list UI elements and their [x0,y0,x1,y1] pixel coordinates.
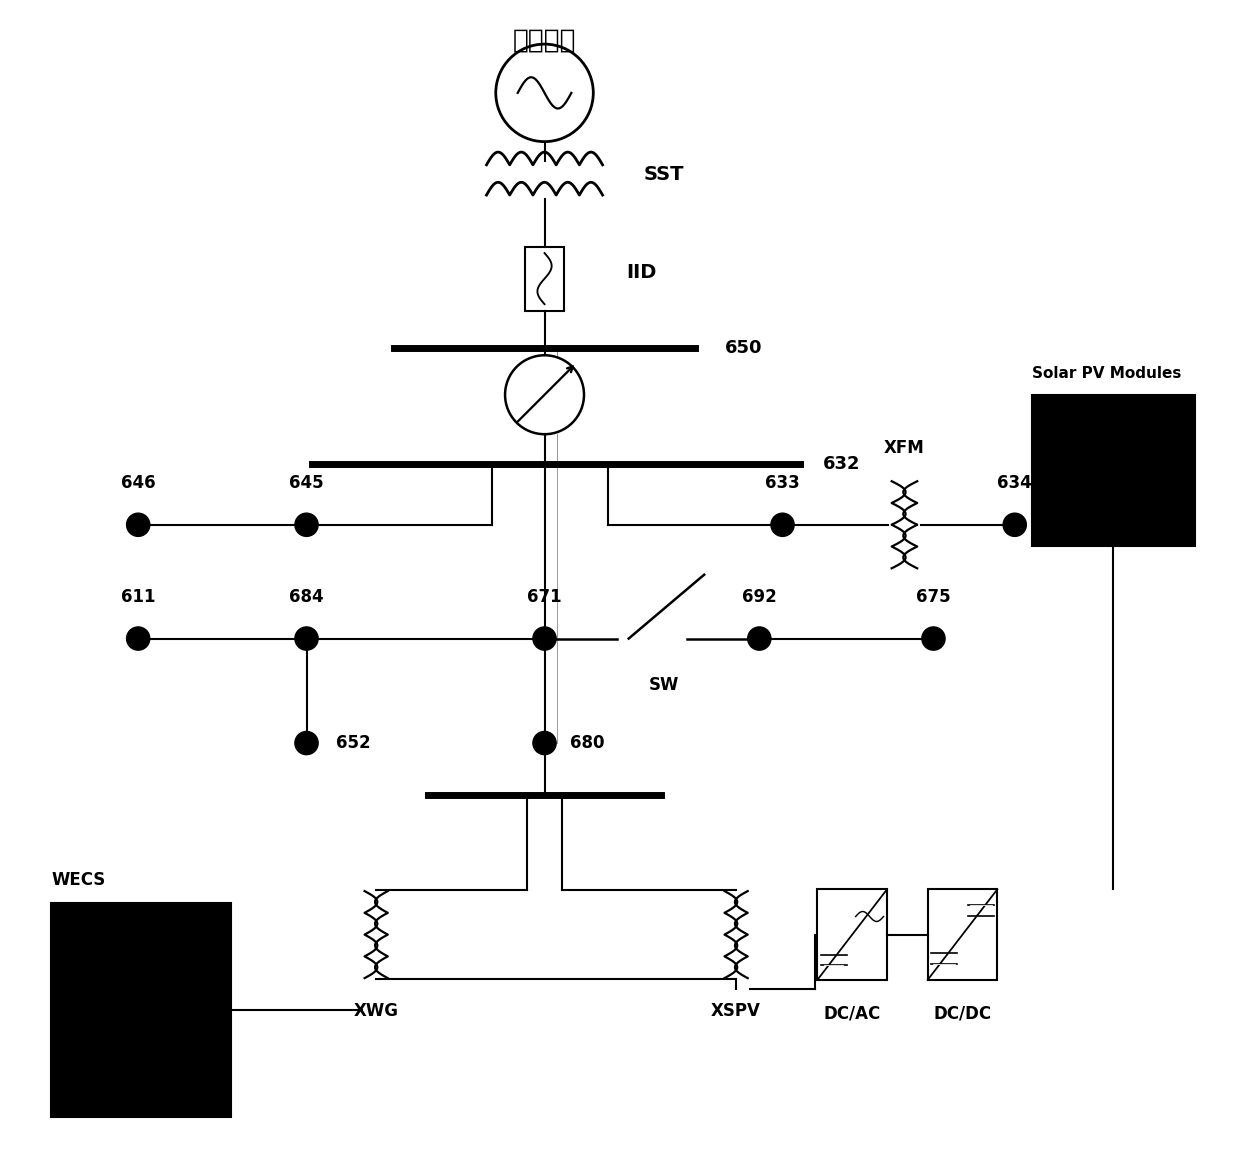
Text: DC/AC: DC/AC [823,1004,880,1023]
Text: SW: SW [649,676,678,694]
Text: 675: 675 [916,587,951,606]
Text: 公共电网: 公共电网 [513,28,577,53]
Text: 632: 632 [823,455,861,474]
Bar [51,903,231,1117]
Circle shape [748,627,771,650]
Text: XSPV: XSPV [712,1002,761,1021]
Text: Solar PV Modules: Solar PV Modules [1032,366,1182,381]
Bar [1032,395,1194,546]
Text: 645: 645 [289,474,324,492]
Text: 680: 680 [570,734,605,752]
Circle shape [295,513,319,536]
Text: 633: 633 [765,474,800,492]
Text: 671: 671 [527,587,562,606]
Circle shape [771,513,794,536]
Circle shape [126,513,150,536]
Text: XWG: XWG [353,1002,399,1021]
Bar [525,247,564,310]
Text: 684: 684 [289,587,324,606]
Circle shape [126,627,150,650]
Text: 692: 692 [742,587,776,606]
Text: WECS: WECS [51,871,105,889]
Text: SST: SST [644,165,683,183]
Text: 650: 650 [724,339,763,358]
Circle shape [295,627,319,650]
Circle shape [921,627,945,650]
Text: 652: 652 [336,734,371,752]
Circle shape [1003,513,1027,536]
Text: 646: 646 [120,474,155,492]
Text: 634: 634 [997,474,1032,492]
Circle shape [533,731,557,755]
Text: 611: 611 [122,587,155,606]
Bar [928,889,997,980]
Text: IID: IID [626,264,656,282]
Text: DC/DC: DC/DC [934,1004,992,1023]
Text: XFM: XFM [884,439,925,457]
Bar [817,889,887,980]
Circle shape [295,731,319,755]
Circle shape [533,627,557,650]
